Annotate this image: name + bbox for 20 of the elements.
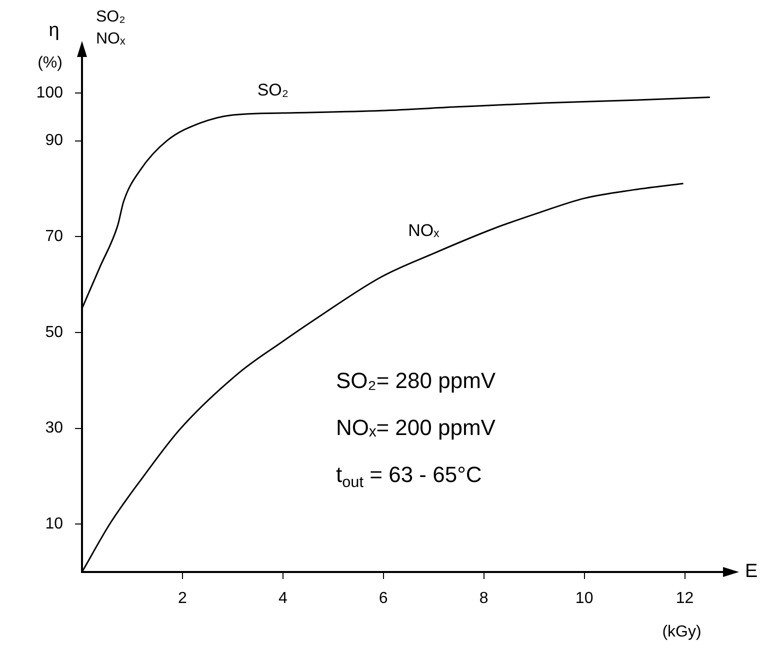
text: (kGy) bbox=[662, 623, 702, 640]
x-tick-label: 6 bbox=[378, 590, 388, 608]
annotation: SO₂ NOₓ bbox=[96, 8, 126, 48]
y-tick-label: 90 bbox=[45, 132, 64, 150]
x-tick-label: 10 bbox=[575, 590, 594, 608]
series-label: SO₂ bbox=[257, 80, 289, 100]
x-axis-title: E bbox=[745, 561, 758, 582]
x-tick-label: 8 bbox=[479, 590, 488, 608]
x-tick-label: 12 bbox=[676, 590, 694, 608]
annotation: NOₓ= 200 ppmV bbox=[336, 415, 496, 440]
y-tick-label: 30 bbox=[45, 420, 64, 437]
y-tick-label: 50 bbox=[45, 324, 64, 341]
annotation: SO₂= 280 ppmV bbox=[336, 368, 496, 394]
y-tick-label: 10 bbox=[45, 515, 64, 532]
x-tick-label: 2 bbox=[178, 590, 188, 608]
y-tick-label: 70 bbox=[45, 228, 64, 246]
y-tick-label: 100 bbox=[36, 84, 64, 102]
series-label: NOₓ bbox=[408, 221, 440, 240]
y-axis-title: η (%) bbox=[38, 20, 62, 72]
x-tick-label: 4 bbox=[278, 590, 288, 608]
